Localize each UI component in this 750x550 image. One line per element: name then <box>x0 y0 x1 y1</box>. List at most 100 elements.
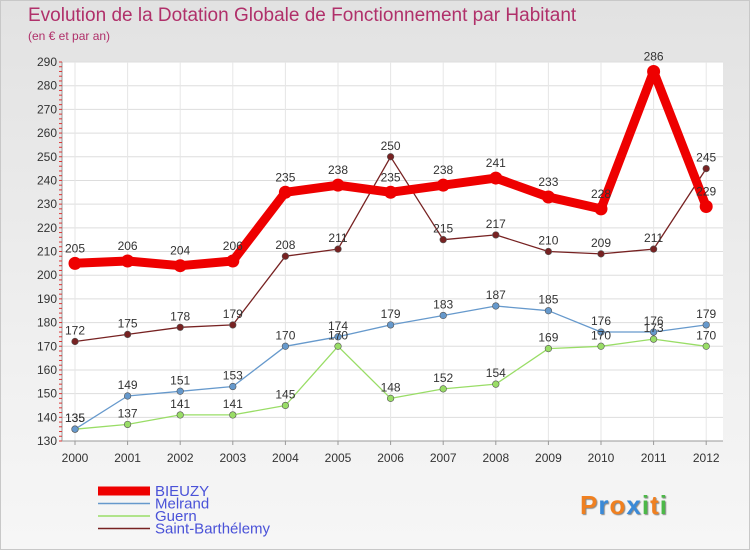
point-BIEUZY-2008 <box>489 171 503 185</box>
data-labels: 172 175 178 179 208 211 250 215 217 210 209 211 245 1… <box>65 49 717 425</box>
x-tick-2003: 2003 <box>219 451 246 465</box>
point-Saint-Barthélemy-2012 <box>702 164 710 173</box>
label-BIEUZY-2002: 204 <box>170 244 190 258</box>
point-BIEUZY-2012 <box>699 199 713 213</box>
point-Saint-Barthélemy-2011 <box>649 245 658 253</box>
series-points <box>68 64 713 433</box>
point-Guern-2005 <box>334 342 342 350</box>
x-tick-2008: 2008 <box>482 451 509 465</box>
point-Melrand-2008 <box>492 302 500 310</box>
point-Guern-2002 <box>176 411 184 419</box>
point-BIEUZY-2003 <box>226 254 240 268</box>
label-Melrand-2003: 153 <box>223 369 243 383</box>
point-Guern-2007 <box>439 385 447 393</box>
point-BIEUZY-2001 <box>121 254 135 268</box>
label-Guern-2001: 137 <box>118 406 138 420</box>
point-Melrand-2005 <box>334 333 342 341</box>
point-Saint-Barthélemy-2001 <box>123 330 132 339</box>
point-Guern-2001 <box>123 420 132 429</box>
point-BIEUZY-2004 <box>278 185 292 199</box>
label-BIEUZY-2010: 228 <box>591 187 611 201</box>
label-Guern-2004: 145 <box>275 387 295 401</box>
chart-subtitle: (en € et par an) <box>28 29 111 43</box>
label-Guern-2006: 148 <box>381 380 401 394</box>
label-BIEUZY-2009: 233 <box>538 175 558 189</box>
label-BIEUZY-2008: 241 <box>486 156 506 170</box>
label-BIEUZY-2006: 235 <box>381 170 401 184</box>
x-tick-2007: 2007 <box>430 451 457 465</box>
label-Guern-2011: 173 <box>644 321 664 335</box>
legend-label-Guern: Guern <box>155 508 197 525</box>
label-Melrand-2006: 179 <box>381 307 401 321</box>
label-Saint-Barthélemy-2011: 211 <box>644 231 663 245</box>
point-Saint-Barthélemy-2008 <box>492 231 500 239</box>
label-Guern-2012: 170 <box>696 328 716 342</box>
point-Guern-2009 <box>544 345 553 353</box>
point-Saint-Barthélemy-2009 <box>544 247 553 256</box>
x-tick-2005: 2005 <box>325 451 352 465</box>
point-BIEUZY-2010 <box>594 202 608 216</box>
logo-letter: r <box>598 490 610 520</box>
label-Saint-Barthélemy-2012: 245 <box>696 151 716 165</box>
label-Guern-2005: 170 <box>328 328 348 342</box>
point-Melrand-2002 <box>176 387 184 395</box>
label-Melrand-2011: 176 <box>644 314 664 328</box>
x-tick-2004: 2004 <box>272 451 299 465</box>
point-Melrand-2004 <box>281 342 290 350</box>
point-Guern-2010 <box>597 342 605 350</box>
label-BIEUZY-2012: 229 <box>696 184 716 198</box>
point-Guern-2008 <box>492 380 500 388</box>
label-BIEUZY-2005: 238 <box>328 163 348 177</box>
x-tick-2002: 2002 <box>167 451 194 465</box>
label-Guern-2000: 135 <box>65 411 85 425</box>
point-Guern-2012 <box>702 342 710 350</box>
y-tick-220: 220 <box>37 221 57 235</box>
point-BIEUZY-2000 <box>68 256 82 270</box>
logo-letter: i <box>641 490 651 520</box>
y-tick-140: 140 <box>37 410 57 424</box>
label-Saint-Barthélemy-2004: 208 <box>275 238 295 252</box>
x-tick-2010: 2010 <box>588 451 615 465</box>
x-tick-2006: 2006 <box>377 451 404 465</box>
label-Guern-2008: 154 <box>486 366 506 380</box>
point-Saint-Barthélemy-2006 <box>387 153 395 161</box>
label-Saint-Barthélemy-2000: 172 <box>65 324 85 338</box>
label-Saint-Barthélemy-2005: 211 <box>328 231 347 245</box>
label-Guern-2009: 169 <box>538 331 558 345</box>
point-BIEUZY-2005 <box>331 178 345 192</box>
point-Melrand-2009 <box>544 307 553 315</box>
point-Melrand-2007 <box>439 311 447 320</box>
label-Melrand-2008: 187 <box>486 288 506 302</box>
point-Guern-2011 <box>649 335 658 343</box>
label-BIEUZY-2000: 205 <box>65 241 85 255</box>
label-Melrand-2002: 151 <box>170 373 190 387</box>
point-Guern-2004 <box>281 401 290 410</box>
x-tick-2009: 2009 <box>535 451 562 465</box>
label-Melrand-2012: 179 <box>696 307 716 321</box>
point-Guern-2006 <box>387 394 395 402</box>
label-Melrand-2009: 185 <box>538 293 558 307</box>
label-BIEUZY-2007: 238 <box>433 163 453 177</box>
point-Saint-Barthélemy-2003 <box>229 321 237 329</box>
logo-letter: t <box>650 490 660 520</box>
y-tick-190: 190 <box>37 292 57 306</box>
label-BIEUZY-2004: 235 <box>275 170 295 184</box>
y-tick-130: 130 <box>37 434 57 448</box>
label-Guern-2010: 170 <box>591 328 611 342</box>
label-Guern-2002: 141 <box>170 397 190 411</box>
y-tick-250: 250 <box>37 150 57 164</box>
point-BIEUZY-2006 <box>384 185 398 199</box>
point-BIEUZY-2002 <box>173 259 187 273</box>
x-tick-2000: 2000 <box>62 451 89 465</box>
x-tick-labels: 2000 2001 2002 2003 2004 2005 2006 2007 2008 2009… <box>62 451 720 465</box>
y-tick-180: 180 <box>37 316 57 330</box>
label-Melrand-2005: 174 <box>328 319 348 333</box>
point-Saint-Barthélemy-2002 <box>176 323 184 331</box>
label-Melrand-2010: 176 <box>591 314 611 328</box>
label-Melrand-2007: 183 <box>433 297 453 311</box>
point-Melrand-2000 <box>71 425 79 433</box>
label-Melrand-2000: 135 <box>65 411 85 425</box>
point-Saint-Barthélemy-2010 <box>597 250 605 258</box>
x-tick-2012: 2012 <box>693 451 720 465</box>
